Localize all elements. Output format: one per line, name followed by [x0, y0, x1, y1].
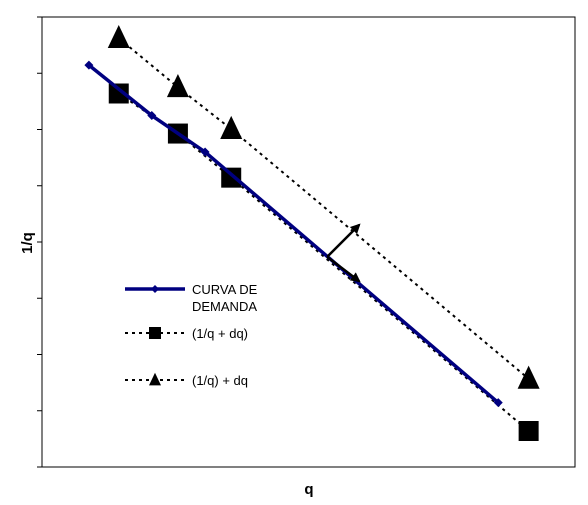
legend-label: CURVA DE	[192, 282, 258, 297]
series-triangle	[107, 24, 540, 389]
diamond-marker	[147, 111, 157, 121]
x-axis-title: q	[304, 481, 313, 498]
square-marker	[518, 421, 539, 441]
y-axis-title: 1/q	[19, 232, 36, 254]
legend: CURVA DE DEMANDA (1/q + dq) (1/q) + dq	[125, 282, 258, 388]
diamond-marker	[84, 60, 94, 70]
square-marker	[149, 327, 161, 339]
y-axis-ticks	[37, 16, 42, 468]
square-marker	[221, 167, 242, 188]
arrow-annotation	[326, 255, 361, 283]
diamond-marker	[200, 147, 210, 157]
legend-label: (1/q) + dq	[192, 373, 248, 388]
triangle-marker	[166, 74, 189, 98]
triangle-marker	[149, 372, 161, 386]
diamond-marker	[151, 285, 159, 293]
series-layer	[84, 24, 540, 441]
legend-entry: CURVA DE DEMANDA	[125, 282, 258, 314]
square-marker	[108, 83, 129, 104]
legend-label: (1/q + dq)	[192, 326, 248, 341]
triangle-marker	[107, 24, 130, 49]
legend-entry: (1/q + dq)	[125, 326, 248, 341]
arrow-annotation	[326, 223, 361, 258]
legend-label: DEMANDA	[192, 299, 257, 314]
series-line	[118, 37, 530, 380]
triangle-marker	[517, 365, 540, 389]
triangle-marker	[220, 115, 243, 139]
diamond-marker	[493, 398, 503, 408]
legend-entry: (1/q) + dq	[125, 372, 248, 388]
annotation-layer	[326, 223, 361, 283]
